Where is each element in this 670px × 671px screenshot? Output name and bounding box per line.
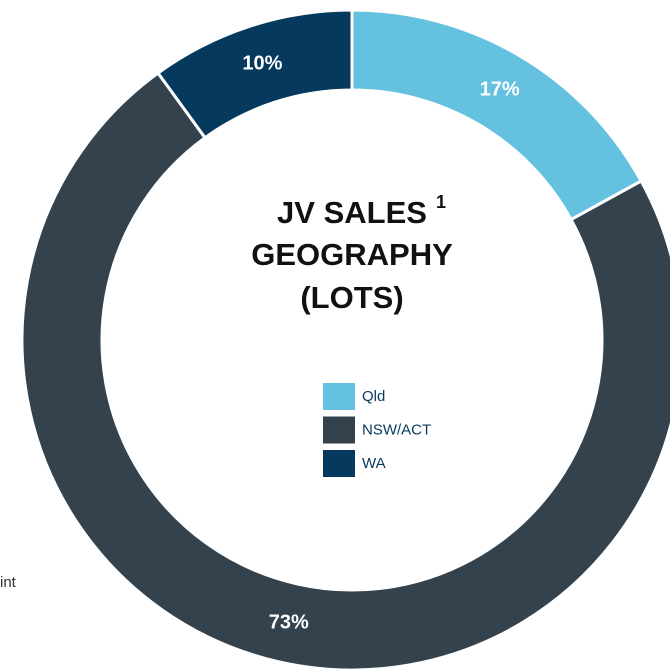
legend-swatch (323, 416, 355, 444)
legend-label: NSW/ACT (362, 421, 431, 438)
side-text: int (0, 574, 17, 591)
chart-title-line: GEOGRAPHY (251, 237, 453, 272)
value-label: 17% (480, 79, 520, 101)
slice (20, 70, 670, 671)
title-superscript: 1 (436, 192, 446, 212)
value-label: 73% (269, 611, 309, 633)
slice (350, 8, 644, 222)
value-label: 10% (242, 52, 282, 74)
slices (20, 8, 670, 671)
legend-label: Qld (362, 388, 385, 405)
slice (155, 8, 354, 140)
chart-title-line: (LOTS) (300, 280, 403, 315)
legend-swatch (323, 383, 355, 410)
legend-swatch (323, 450, 355, 477)
chart-title-line: JV SALES (277, 195, 427, 230)
legend-label: WA (362, 455, 386, 472)
